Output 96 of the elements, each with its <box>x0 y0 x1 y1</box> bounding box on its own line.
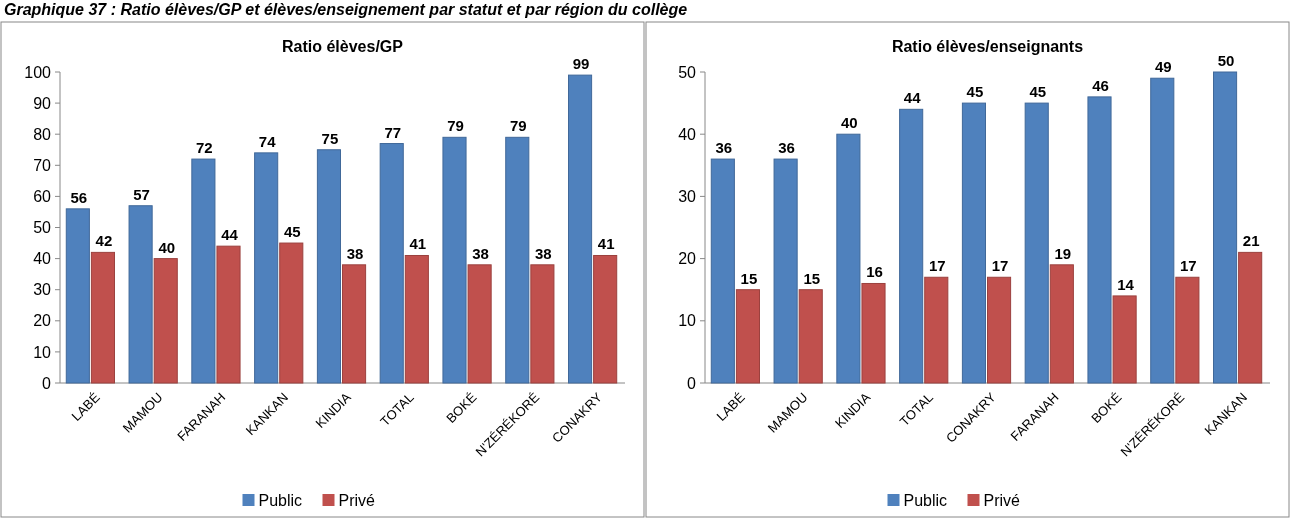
y-tick-label: 70 <box>33 156 52 174</box>
data-label: 15 <box>803 269 821 287</box>
bar <box>593 254 618 384</box>
bar <box>1175 276 1200 384</box>
data-label: 38 <box>346 244 364 262</box>
legend-label: Public <box>258 491 303 509</box>
bar <box>254 152 279 384</box>
data-label: 36 <box>778 139 795 157</box>
data-label: 49 <box>1154 58 1172 76</box>
y-tick-label: 20 <box>678 250 697 268</box>
data-label: 38 <box>535 244 552 262</box>
bar <box>1049 264 1074 384</box>
data-label: 14 <box>1117 275 1135 293</box>
bar <box>1112 295 1137 384</box>
data-label: 72 <box>196 139 213 157</box>
y-tick-label: 50 <box>33 219 52 237</box>
bar <box>90 251 115 384</box>
data-label: 40 <box>841 114 858 132</box>
chart-title: Ratio élèves/enseignants <box>891 38 1084 55</box>
text: Graphique 37 : Ratio élèves/GP et élèves/enseignement par statut et par région du collège <box>4 1 688 18</box>
bar <box>568 74 593 384</box>
y-tick-label: 50 <box>678 63 697 81</box>
bar <box>316 149 341 384</box>
bar <box>861 282 886 384</box>
bar <box>924 276 949 384</box>
data-label: 79 <box>447 117 464 135</box>
legend-label: Privé <box>338 491 376 509</box>
y-tick-label: 10 <box>33 343 52 361</box>
bar <box>379 143 404 384</box>
data-label: 40 <box>158 238 176 256</box>
data-label: 15 <box>740 269 758 287</box>
bar <box>153 258 178 384</box>
data-label: 38 <box>472 244 489 262</box>
bar <box>1213 71 1238 384</box>
data-label: 36 <box>715 139 733 157</box>
bar <box>836 133 861 384</box>
data-label: 17 <box>928 257 946 275</box>
bar <box>404 254 429 384</box>
data-label: 79 <box>509 117 527 135</box>
bar <box>1238 251 1263 384</box>
data-label: 57 <box>133 185 150 203</box>
data-label: 46 <box>1092 76 1109 94</box>
data-label: 19 <box>1054 244 1072 262</box>
bar <box>530 264 555 384</box>
y-tick-label: 40 <box>678 125 697 143</box>
bar <box>279 242 304 384</box>
data-label: 50 <box>1217 52 1235 69</box>
data-label: 44 <box>221 226 239 244</box>
y-tick-label: 0 <box>687 374 697 392</box>
data-label: 42 <box>95 232 113 250</box>
data-label: 16 <box>866 263 883 281</box>
data-label: 74 <box>258 132 277 150</box>
bar <box>216 245 241 384</box>
bar <box>442 136 467 384</box>
data-label: 45 <box>283 223 301 241</box>
y-tick-label: 90 <box>33 94 52 112</box>
y-tick-label: 30 <box>678 188 697 205</box>
legend-label: Public <box>903 491 948 509</box>
bar <box>467 264 492 384</box>
y-tick-label: 30 <box>33 281 52 299</box>
data-label: 75 <box>321 129 339 147</box>
bar <box>710 158 735 384</box>
data-label: 45 <box>1029 83 1047 101</box>
bar <box>505 136 530 384</box>
bar <box>191 158 216 384</box>
y-tick-label: 80 <box>33 125 52 143</box>
bar <box>128 205 153 384</box>
bar <box>735 289 760 384</box>
y-tick-label: 20 <box>33 312 52 330</box>
bar <box>798 289 823 384</box>
bar <box>65 208 90 384</box>
bar <box>1024 102 1049 384</box>
data-label: 17 <box>991 257 1009 275</box>
bar <box>899 108 924 384</box>
bar <box>987 276 1012 384</box>
y-tick-label: 40 <box>33 250 52 268</box>
legend-label: Privé <box>983 491 1021 509</box>
y-tick-label: 60 <box>33 188 52 205</box>
data-label: 44 <box>903 89 922 107</box>
bar <box>961 102 986 384</box>
data-label: 99 <box>572 55 590 73</box>
data-label: 41 <box>597 235 615 253</box>
data-label: 56 <box>70 188 88 206</box>
bar <box>1087 96 1112 384</box>
y-tick-label: 0 <box>42 374 52 392</box>
data-label: 77 <box>384 123 402 141</box>
data-label: 41 <box>409 235 427 253</box>
data-label: 21 <box>1242 232 1260 250</box>
bar <box>773 158 798 384</box>
data-label: 17 <box>1180 257 1197 275</box>
chart-title: Ratio élèves/GP <box>282 38 404 55</box>
y-tick-label: 100 <box>24 63 52 81</box>
y-tick-label: 10 <box>678 312 697 330</box>
bar <box>1150 77 1175 384</box>
bar <box>342 264 367 384</box>
data-label: 45 <box>966 83 984 101</box>
